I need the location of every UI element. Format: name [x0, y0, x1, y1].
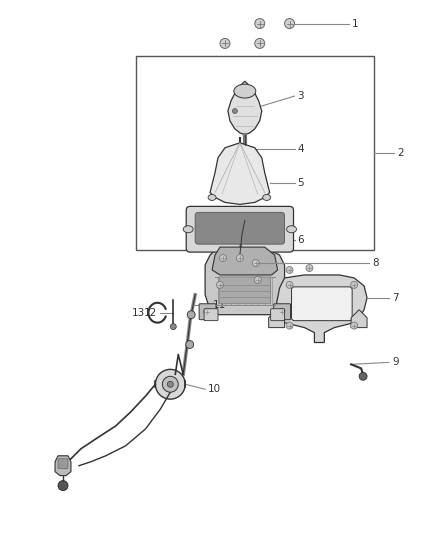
Circle shape — [278, 308, 285, 315]
FancyBboxPatch shape — [58, 459, 68, 469]
Circle shape — [351, 281, 357, 288]
Circle shape — [286, 281, 293, 288]
Circle shape — [255, 38, 265, 49]
Ellipse shape — [208, 195, 216, 200]
Text: 11: 11 — [213, 300, 226, 310]
Circle shape — [237, 255, 244, 262]
Ellipse shape — [263, 195, 271, 200]
Circle shape — [286, 322, 293, 329]
Text: 2: 2 — [397, 148, 403, 158]
Text: 7: 7 — [392, 293, 399, 303]
Circle shape — [306, 264, 313, 271]
Text: 8: 8 — [372, 258, 378, 268]
Circle shape — [155, 369, 185, 399]
Text: 3: 3 — [297, 91, 304, 101]
FancyBboxPatch shape — [186, 206, 293, 252]
Ellipse shape — [286, 226, 297, 233]
Circle shape — [285, 19, 294, 29]
Circle shape — [252, 260, 259, 266]
Circle shape — [58, 481, 68, 490]
Circle shape — [167, 381, 173, 387]
Polygon shape — [212, 247, 278, 275]
Text: 1: 1 — [352, 19, 359, 29]
Polygon shape — [210, 143, 270, 204]
Circle shape — [359, 373, 367, 380]
Bar — [135, 56, 374, 250]
Text: 4: 4 — [297, 144, 304, 154]
Circle shape — [187, 311, 195, 319]
Polygon shape — [277, 275, 367, 343]
Circle shape — [162, 376, 178, 392]
Ellipse shape — [234, 84, 256, 98]
FancyBboxPatch shape — [204, 309, 218, 321]
FancyBboxPatch shape — [219, 277, 271, 304]
Circle shape — [220, 38, 230, 49]
FancyBboxPatch shape — [274, 304, 290, 320]
Polygon shape — [268, 310, 285, 328]
FancyBboxPatch shape — [199, 304, 216, 320]
Circle shape — [219, 255, 226, 262]
Circle shape — [254, 277, 261, 284]
Text: 9: 9 — [392, 358, 399, 367]
Text: 6: 6 — [297, 235, 304, 245]
Polygon shape — [228, 81, 262, 135]
Circle shape — [216, 281, 223, 288]
Circle shape — [170, 324, 176, 329]
FancyBboxPatch shape — [271, 309, 285, 321]
FancyBboxPatch shape — [292, 287, 352, 321]
Polygon shape — [205, 250, 285, 314]
Text: 13: 13 — [132, 308, 145, 318]
Circle shape — [255, 19, 265, 29]
Circle shape — [186, 341, 194, 349]
Circle shape — [233, 109, 237, 114]
Circle shape — [286, 266, 293, 273]
Circle shape — [204, 308, 211, 315]
Polygon shape — [351, 310, 367, 328]
Polygon shape — [55, 456, 71, 475]
FancyBboxPatch shape — [195, 212, 285, 244]
Circle shape — [351, 322, 357, 329]
Text: 10: 10 — [208, 384, 221, 394]
Text: 5: 5 — [297, 177, 304, 188]
Ellipse shape — [183, 226, 193, 233]
Text: 12: 12 — [144, 308, 157, 318]
